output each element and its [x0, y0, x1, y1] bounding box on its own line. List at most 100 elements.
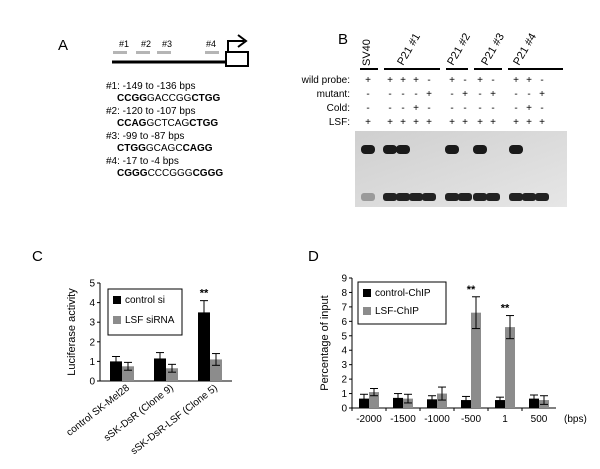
bar — [505, 327, 515, 408]
emsa-sign: + — [462, 89, 468, 100]
emsa-sign: - — [427, 103, 430, 114]
bar — [369, 392, 379, 408]
legend-label: LSF-ChIP — [375, 306, 419, 317]
panel-b-emsa: SV40 P21 #1 P21 #2 P21 #3 P21 #4 wild pr… — [301, 31, 567, 207]
emsa-sign: - — [450, 103, 453, 114]
site-bar-4 — [205, 51, 219, 54]
panel-b-letter: B — [338, 31, 348, 48]
shifted-band — [473, 145, 487, 154]
shifted-band — [445, 145, 459, 154]
site-label-4: #4 — [206, 39, 216, 49]
panel-c-letter: C — [32, 248, 43, 265]
y-tick-label: 8 — [341, 288, 347, 299]
emsa-sign: + — [449, 75, 455, 86]
row-label-mutant: mutant: — [317, 89, 350, 100]
free-probe-band — [422, 193, 436, 201]
free-probe-band — [486, 193, 500, 201]
y-tick-label: 4 — [89, 298, 95, 309]
emsa-sign: - — [463, 75, 466, 86]
legend-label: control si — [125, 295, 165, 306]
panel-a-letter: A — [58, 37, 68, 54]
y-tick-label: 2 — [89, 337, 95, 348]
panel-a-schematic: #1 #2 #3 #4 — [112, 34, 249, 67]
bar — [529, 398, 539, 408]
y-tick-label: 3 — [89, 318, 95, 329]
site-3-range: #3: -99 to -87 bps — [106, 131, 184, 142]
x-tick-label: 500 — [531, 414, 548, 425]
legend-swatch — [363, 289, 371, 297]
emsa-sign: + — [490, 89, 496, 100]
site-bar-3 — [157, 51, 171, 54]
emsa-sign: - — [388, 89, 391, 100]
x-tick-label: -2000 — [356, 414, 382, 425]
emsa-sign: - — [478, 89, 481, 100]
x-axis-unit: (bps) — [564, 414, 587, 425]
lane-group-p21-3: P21 #3 — [479, 31, 507, 67]
site-2-seq: CCAGGCTCAGCTGG — [117, 118, 218, 129]
emsa-sign: - — [463, 103, 466, 114]
gel-bands — [361, 145, 549, 201]
free-probe-band — [535, 193, 549, 201]
free-probe-band — [409, 193, 423, 201]
tss-arrowhead-icon — [237, 34, 248, 48]
emsa-sign: + — [387, 117, 393, 128]
emsa-sign: + — [413, 103, 419, 114]
bar — [198, 312, 210, 381]
emsa-sign: + — [413, 117, 419, 128]
row-label-wild-probe: wild probe: — [301, 75, 350, 86]
emsa-sign: - — [401, 89, 404, 100]
legend-label: LSF siRNA — [125, 315, 175, 326]
emsa-sign: + — [400, 117, 406, 128]
y-tick-label: 4 — [341, 346, 347, 357]
panel-d-letter: D — [308, 248, 319, 265]
y-tick-label: 1 — [341, 389, 347, 400]
y-tick-label: 1 — [89, 357, 95, 368]
row-label-cold: Cold: — [327, 103, 350, 114]
shifted-band — [396, 145, 410, 154]
site-1-seq: CCGGGACCGGCTGG — [117, 93, 221, 104]
emsa-sign: + — [387, 75, 393, 86]
legend-label: control-ChIP — [375, 288, 431, 299]
legend-swatch — [113, 316, 121, 324]
y-tick-label: 5 — [341, 331, 347, 342]
bar — [495, 400, 505, 408]
chart-d: 0 1 2 3 4 5 6 7 8 9 -2000 -1500 -1000 -500 1 500 ** ** Per… — [319, 274, 587, 426]
bar — [471, 312, 481, 408]
emsa-sign: - — [491, 75, 494, 86]
emsa-sign: - — [527, 89, 530, 100]
y-tick-label: 0 — [341, 404, 347, 415]
emsa-sign: - — [514, 89, 517, 100]
y-tick-label: 6 — [341, 317, 347, 328]
emsa-sign: + — [490, 117, 496, 128]
bar — [437, 393, 447, 408]
y-tick-label: 3 — [341, 360, 347, 371]
free-probe-band — [522, 193, 536, 201]
significance-label: ** — [467, 284, 476, 296]
bar — [427, 399, 437, 408]
x-tick-label: -1000 — [424, 414, 450, 425]
x-tick-label: -1500 — [390, 414, 416, 425]
y-tick-label: 7 — [341, 302, 347, 313]
shifted-band — [509, 145, 523, 154]
emsa-sign: + — [426, 89, 432, 100]
shifted-band — [383, 145, 397, 154]
emsa-sign: + — [526, 75, 532, 86]
bar — [166, 368, 178, 381]
site-bar-1 — [113, 51, 127, 54]
emsa-sign: - — [366, 103, 369, 114]
emsa-sign: + — [539, 117, 545, 128]
emsa-sign: - — [401, 103, 404, 114]
emsa-sign: - — [450, 89, 453, 100]
free-probe-band — [396, 193, 410, 201]
y-tick-label: 5 — [89, 279, 95, 290]
emsa-sign: + — [526, 117, 532, 128]
site-4-range: #4: -17 to -4 bps — [106, 156, 179, 167]
emsa-sign: + — [462, 117, 468, 128]
emsa-sign: + — [426, 117, 432, 128]
lane-group-p21-2: P21 #2 — [445, 31, 473, 67]
site-label-1: #1 — [119, 39, 129, 49]
emsa-sign: + — [513, 75, 519, 86]
free-probe-band — [445, 193, 459, 201]
emsa-sign: + — [513, 117, 519, 128]
